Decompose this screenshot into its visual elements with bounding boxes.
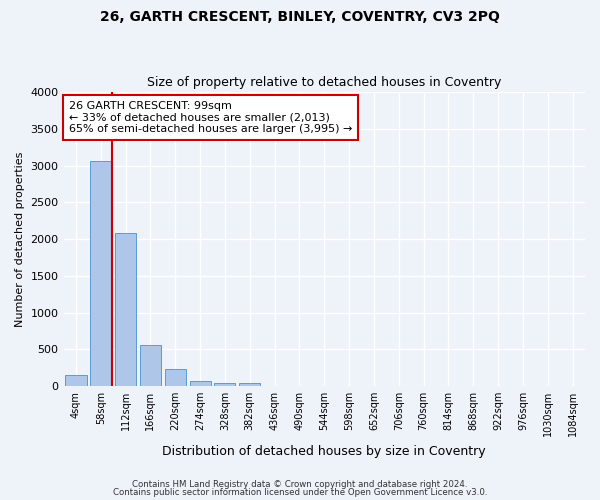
- Text: 26, GARTH CRESCENT, BINLEY, COVENTRY, CV3 2PQ: 26, GARTH CRESCENT, BINLEY, COVENTRY, CV…: [100, 10, 500, 24]
- Bar: [190, 380, 211, 386]
- Y-axis label: Number of detached properties: Number of detached properties: [15, 152, 25, 326]
- X-axis label: Distribution of detached houses by size in Coventry: Distribution of detached houses by size …: [163, 444, 486, 458]
- Text: Contains HM Land Registry data © Crown copyright and database right 2024.: Contains HM Land Registry data © Crown c…: [132, 480, 468, 489]
- Bar: [90, 161, 112, 386]
- Bar: [140, 346, 161, 386]
- Text: Contains public sector information licensed under the Open Government Licence v3: Contains public sector information licen…: [113, 488, 487, 497]
- Bar: [214, 382, 235, 386]
- Bar: [65, 375, 86, 386]
- Text: 26 GARTH CRESCENT: 99sqm
← 33% of detached houses are smaller (2,013)
65% of sem: 26 GARTH CRESCENT: 99sqm ← 33% of detach…: [69, 101, 352, 134]
- Bar: [165, 369, 186, 386]
- Bar: [115, 233, 136, 386]
- Title: Size of property relative to detached houses in Coventry: Size of property relative to detached ho…: [147, 76, 502, 90]
- Bar: [239, 383, 260, 386]
